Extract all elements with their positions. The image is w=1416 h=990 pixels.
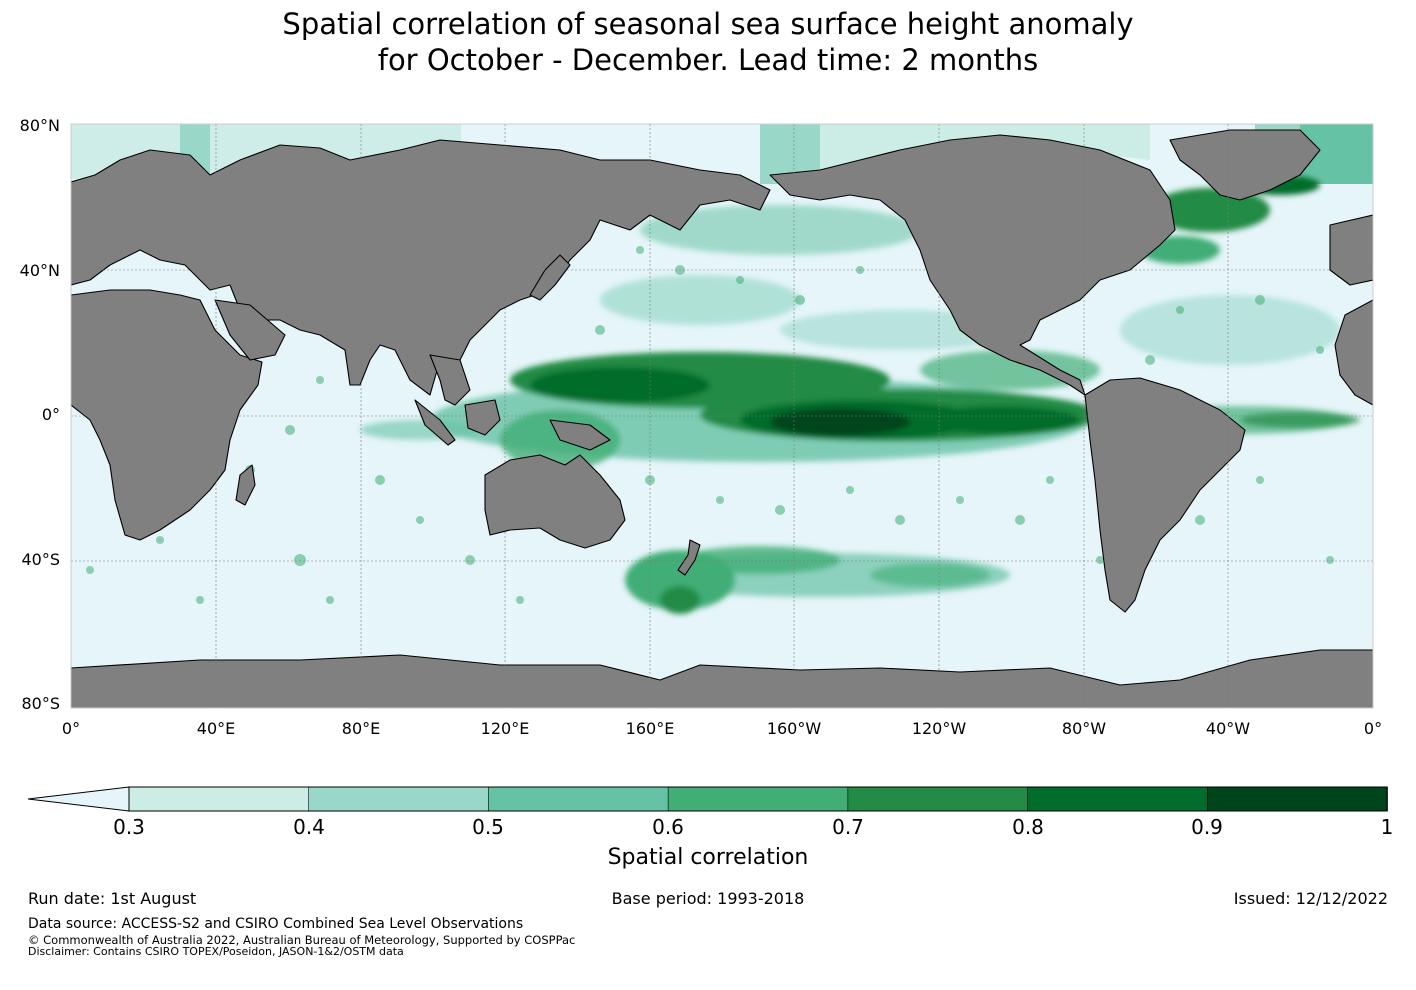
antarctica — [71, 649, 1373, 708]
base-period: Base period: 1993-2018 — [611, 889, 805, 908]
lat-label-80n: 80°N — [19, 116, 60, 135]
lat-label-40s: 40°S — [21, 550, 60, 569]
borneo — [464, 399, 501, 436]
title-line-1: Spatial correlation of seasonal sea surf… — [282, 7, 1134, 41]
africa-east-edge — [1334, 299, 1373, 406]
lon-label-40w: 40°W — [1205, 719, 1251, 738]
colorbar-segment-1 — [128, 786, 310, 812]
title-line-2: for October - December. Lead time: 2 mon… — [377, 43, 1039, 77]
europe-east-edge — [1329, 214, 1373, 286]
disclaimer: Disclaimer: Contains CSIRO TOPEX/Poseido… — [28, 945, 404, 958]
correlation-map — [70, 123, 1374, 709]
indochina — [429, 354, 471, 406]
colorbar-segment-2 — [308, 786, 490, 812]
madagascar — [235, 464, 256, 506]
lon-label-0-right: 0° — [1363, 719, 1383, 738]
lon-label-120w: 120°W — [911, 719, 967, 738]
gridlines — [71, 124, 1373, 708]
page-title: Spatial correlation of seasonal sea surf… — [0, 6, 1416, 78]
australia — [484, 454, 626, 549]
issued-date: Issued: 12/12/2022 — [1233, 889, 1388, 908]
new-zealand — [677, 539, 701, 576]
colorbar-tick-0-8: 0.8 — [1012, 815, 1044, 839]
colorbar-under-triangle — [27, 786, 130, 812]
lon-label-80w: 80°W — [1061, 719, 1107, 738]
lon-label-160e: 160°E — [625, 719, 675, 738]
south-america — [1084, 377, 1246, 613]
north-america — [769, 134, 1176, 396]
colorbar — [27, 786, 1388, 812]
lat-label-40n: 40°N — [19, 261, 60, 280]
map-frame — [70, 123, 1374, 709]
sumatra — [414, 399, 456, 446]
colorbar-tick-0-5: 0.5 — [472, 815, 504, 839]
lon-label-160w: 160°W — [766, 719, 822, 738]
lon-label-120e: 120°E — [480, 719, 530, 738]
colorbar-frame — [128, 786, 1388, 812]
new-guinea — [549, 419, 611, 451]
colorbar-tick-0-6: 0.6 — [652, 815, 684, 839]
south-pacific-band — [625, 546, 1010, 614]
greenland — [1169, 129, 1321, 201]
arabia — [214, 299, 286, 361]
lat-label-0: 0° — [41, 405, 60, 424]
colorbar-segment-6 — [1027, 786, 1209, 812]
africa — [71, 289, 263, 541]
landmasses — [71, 129, 1373, 708]
japan — [529, 254, 571, 301]
colorbar-tick-0-9: 0.9 — [1191, 815, 1223, 839]
colorbar-label: Spatial correlation — [607, 845, 809, 870]
lon-label-0-left: 0° — [61, 719, 81, 738]
colorbar-tick-0-3: 0.3 — [113, 815, 145, 839]
colorbar-segment-7 — [1206, 786, 1388, 812]
colorbar-segment-4 — [667, 786, 849, 812]
lat-label-80s: 80°S — [21, 694, 60, 713]
colorbar-tick-1: 1 — [1380, 815, 1394, 839]
colorbar-segment-3 — [488, 786, 669, 812]
lon-label-80e: 80°E — [341, 719, 381, 738]
copyright: © Commonwealth of Australia 2022, Austra… — [28, 933, 576, 947]
data-source: Data source: ACCESS-S2 and CSIRO Combine… — [28, 916, 524, 932]
colorbar-tick-0-7: 0.7 — [832, 815, 864, 839]
colorbar-segment-5 — [847, 786, 1029, 812]
run-date: Run date: 1st August — [28, 889, 197, 908]
colorbar-tick-0-4: 0.4 — [293, 815, 325, 839]
lon-label-40e: 40°E — [196, 719, 236, 738]
